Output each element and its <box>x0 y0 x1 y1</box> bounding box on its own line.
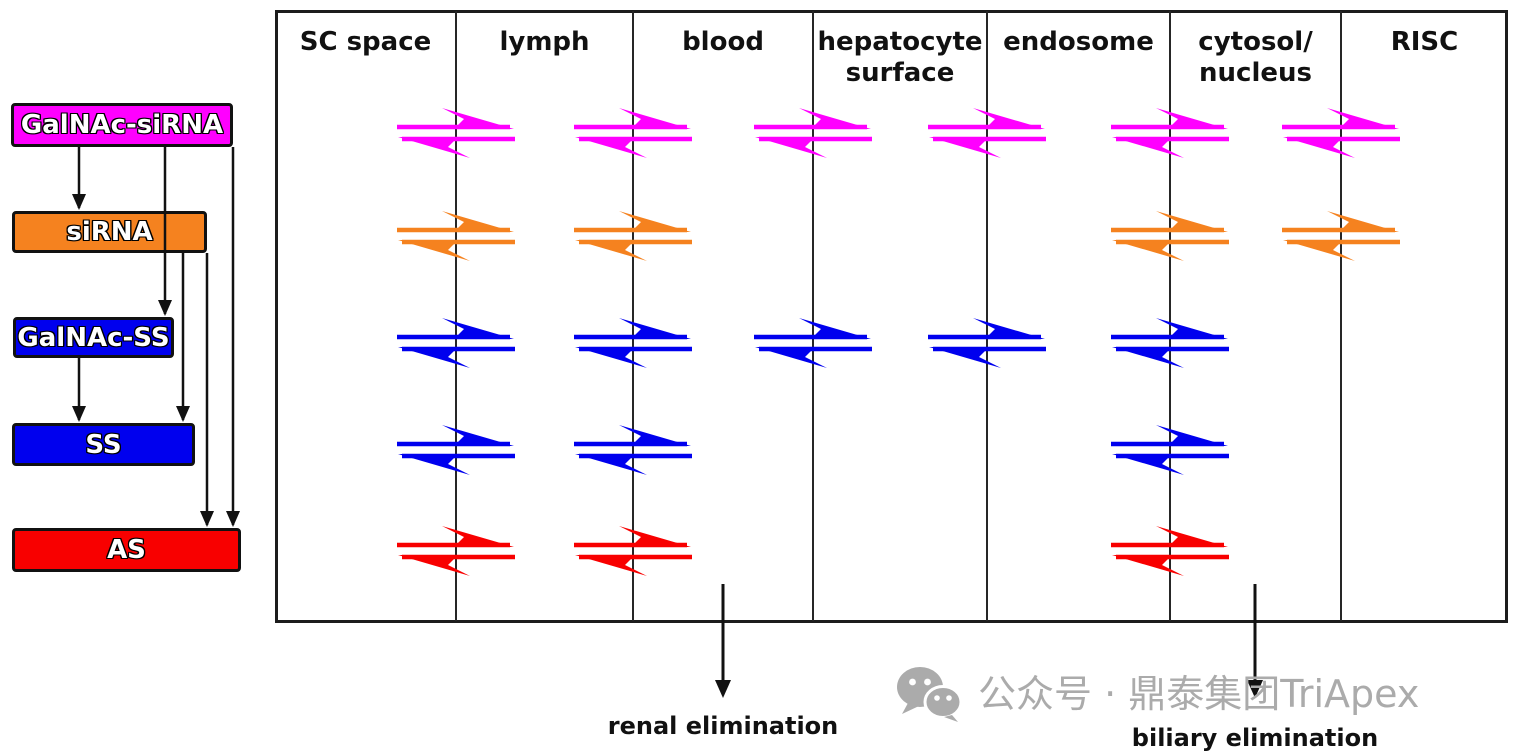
flow-arrow-galnac-sirna-to-as <box>226 147 240 527</box>
flow-arrow-sirna-to-ss <box>176 253 190 422</box>
column-header-blood: blood <box>682 27 764 57</box>
flow-arrow-galnac-ss-to-ss <box>72 358 86 422</box>
flow-arrow-sirna-to-as <box>200 253 214 527</box>
wechat-icon <box>897 667 963 722</box>
column-header-endosome: endosome <box>1003 27 1154 57</box>
legend-node-galnac-sirna: GalNAc-siRNA <box>11 103 233 147</box>
legend-node-ss: SS <box>12 423 195 466</box>
biliary-elimination-label: biliary elimination <box>1131 724 1379 752</box>
column-header-hepatocyte-surface: hepatocyte surface <box>817 27 983 88</box>
compartment-table <box>275 10 1508 623</box>
flow-arrow-galnac-sirna-to-sirna <box>72 147 86 210</box>
legend-node-galnac-ss: GalNAc-SS <box>13 317 174 358</box>
column-header-risc: RISC <box>1390 27 1459 57</box>
column-header-cytosol-nucleus: cytosol/ nucleus <box>1198 27 1313 88</box>
column-header-lymph: lymph <box>499 27 590 57</box>
legend-node-sirna: siRNA <box>12 211 207 253</box>
renal-elimination-label: renal elimination <box>607 712 839 740</box>
wechat-watermark: 公众号 · 鼎泰集团TriApex <box>896 666 1419 722</box>
watermark-text: 公众号 · 鼎泰集团TriApex <box>978 672 1420 716</box>
column-header-sc-space: SC space <box>299 27 432 57</box>
legend-node-as: AS <box>12 528 241 572</box>
